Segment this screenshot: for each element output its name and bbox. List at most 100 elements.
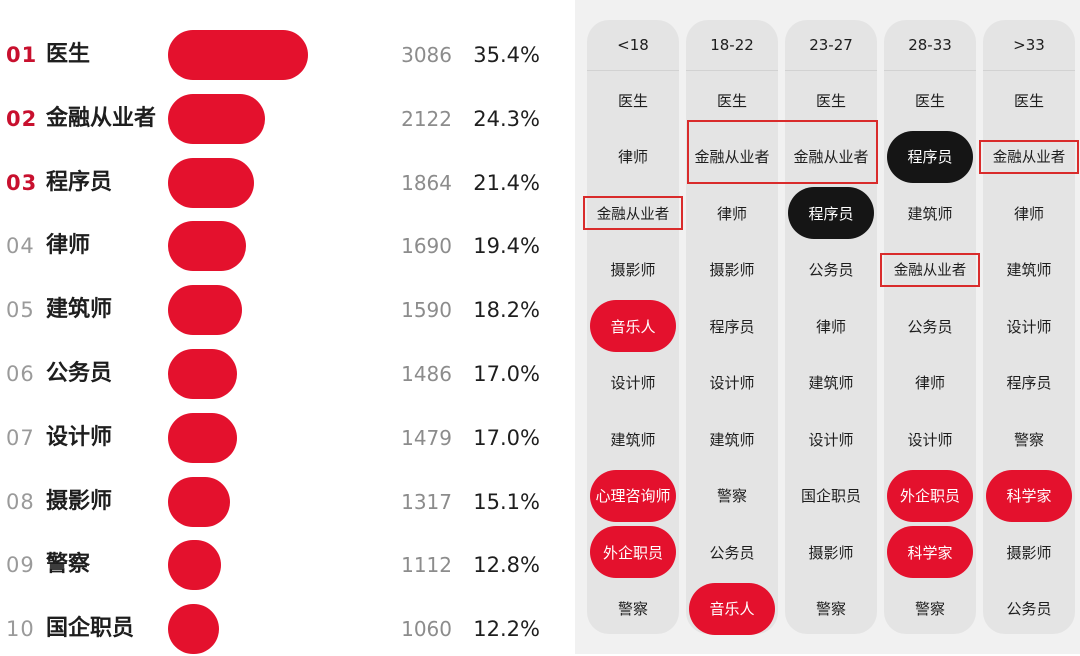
rank-row-04: 04 律师 1690 19.4% <box>0 219 575 273</box>
occupation-chip: 外企职员 <box>590 526 676 578</box>
rank-number: 01 <box>6 43 38 67</box>
occupation-chip: 设计师 <box>1006 317 1052 336</box>
count-label: 3086 <box>401 43 452 67</box>
highlight-box-finance-18-27 <box>687 120 878 184</box>
rank-number: 08 <box>6 489 35 514</box>
occupation-chip: 音乐人 <box>689 582 775 635</box>
occupation-chip: 建筑师 <box>907 204 953 223</box>
bar-07 <box>168 412 238 463</box>
occupation-chip: 建筑师 <box>808 374 854 392</box>
occupation-chip: 律师 <box>716 204 747 223</box>
occupation-chip: 金融从业者 <box>694 148 770 166</box>
rank-number: 07 <box>6 425 35 450</box>
rank-number: 10 <box>6 617 35 642</box>
count-label: 2122 <box>401 106 452 131</box>
age-column-1: 18-22 医生 金融从业者 律师 摄影师 程序员 设计师 建筑师 警察 公务员 音乐人 <box>686 20 778 635</box>
occupation-chip: 外企职员 <box>887 469 973 522</box>
occupation-label: 金融从业者 <box>46 105 157 131</box>
occupation-chip: 心理咨询师 <box>590 469 676 522</box>
occupation-chip: 音乐人 <box>590 300 676 352</box>
percent-label: 17.0% <box>473 425 540 450</box>
occupation-chip: 科学家 <box>986 469 1072 522</box>
age-column-0: <18 医生 律师 金融从业者 摄影师 音乐人 设计师 建筑师 心理咨询师 外企职员 警察 <box>583 20 683 634</box>
rank-number: 09 <box>6 553 35 578</box>
occupation-ranking-chart: 01 医生 3086 35.4% 02 金融从业者 2122 24.3% 03 程序员 1864 21… <box>0 28 575 656</box>
occupation-label: 国企职员 <box>46 616 135 642</box>
occupation-chip: 摄影师 <box>610 261 656 279</box>
count-label: 1479 <box>401 425 452 450</box>
count-label: 1690 <box>401 234 452 259</box>
count-label: 1060 <box>401 617 452 642</box>
occupation-chip: 设计师 <box>907 430 953 449</box>
occupation-chip: 公务员 <box>808 261 854 279</box>
occupation-chip: 律师 <box>617 148 648 166</box>
count-label: 1590 <box>401 298 452 323</box>
rank-number: 03 <box>6 170 38 195</box>
occupation-chip: 设计师 <box>709 374 755 392</box>
bar-04 <box>168 221 247 272</box>
occupation-chip: 摄影师 <box>1006 543 1052 562</box>
occupation-chip: 公务员 <box>907 317 953 336</box>
rank-row-05: 05 建筑师 1590 18.2% <box>0 283 575 337</box>
percent-label: 24.3% <box>473 106 540 131</box>
occupation-chip: 设计师 <box>610 374 656 392</box>
occupation-chip: 程序员 <box>709 317 755 336</box>
occupation-chip: 律师 <box>914 374 945 392</box>
age-column-header: 18-22 <box>686 20 778 71</box>
count-label: 1486 <box>401 362 452 386</box>
count-label: 1112 <box>401 553 452 578</box>
occupation-chip: 警察 <box>617 600 648 618</box>
bar-08 <box>168 476 230 527</box>
age-column-header: 23-27 <box>785 20 877 71</box>
bar-02 <box>168 93 266 144</box>
occupation-label: 公务员 <box>46 361 113 386</box>
occupation-label: 医生 <box>46 42 91 67</box>
bar-01 <box>168 30 308 80</box>
occupation-chip: 建筑师 <box>1006 261 1052 279</box>
occupation-chip: 国企职员 <box>800 487 861 505</box>
occupation-chip: 律师 <box>815 317 846 336</box>
age-column-2: 23-27 医生 金融从业者 程序员 公务员 律师 建筑师 设计师 国企职员 摄影师 警察 <box>785 20 877 634</box>
bar-06 <box>168 349 238 399</box>
rank-row-10: 10 国企职员 1060 12.2% <box>0 602 575 656</box>
rank-row-01: 01 医生 3086 35.4% <box>0 28 575 82</box>
age-column-header: <18 <box>587 20 679 71</box>
rank-number: 02 <box>6 106 38 131</box>
bar-09 <box>168 540 221 591</box>
percent-label: 12.2% <box>473 617 540 642</box>
occupation-chip: 金融从业者 <box>979 139 1079 174</box>
percent-label: 17.0% <box>473 362 540 386</box>
percent-label: 18.2% <box>473 298 540 323</box>
occupation-chip: 金融从业者 <box>583 196 683 230</box>
occupation-chip: 设计师 <box>808 430 854 449</box>
rank-row-09: 09 警察 1112 12.8% <box>0 538 575 592</box>
occupation-chip: 医生 <box>914 91 945 110</box>
age-column-4: >33 医生 金融从业者 律师 建筑师 设计师 程序员 警察 科学家 摄影师 公务员 <box>979 20 1079 634</box>
rank-number: 05 <box>6 298 35 323</box>
age-column-header: >33 <box>983 20 1075 71</box>
occupation-chip: 金融从业者 <box>793 148 869 166</box>
occupation-chip: 金融从业者 <box>880 252 980 287</box>
occupation-chip: 程序员 <box>1006 374 1052 392</box>
occupation-label: 警察 <box>46 552 91 578</box>
percent-label: 21.4% <box>473 170 540 195</box>
occupation-chip: 科学家 <box>887 526 973 578</box>
rank-number: 04 <box>6 234 35 259</box>
occupation-chip: 警察 <box>914 600 945 618</box>
occupation-chip: 建筑师 <box>709 430 755 449</box>
occupation-chip: 摄影师 <box>709 261 755 279</box>
occupation-chip: 程序员 <box>887 130 973 183</box>
occupation-chip: 警察 <box>716 487 747 505</box>
occupation-chip: 摄影师 <box>808 543 854 562</box>
age-column-3: 28-33 医生 程序员 建筑师 金融从业者 公务员 律师 设计师 外企职员 科学家 警察 <box>880 20 980 634</box>
rank-row-06: 06 公务员 1486 17.0% <box>0 347 575 401</box>
count-label: 1864 <box>401 170 452 195</box>
count-label: 1317 <box>401 489 452 514</box>
bar-10 <box>168 604 219 655</box>
rank-row-03: 03 程序员 1864 21.4% <box>0 156 575 210</box>
occupation-chip: 程序员 <box>788 187 874 239</box>
rank-number: 06 <box>6 362 35 386</box>
occupation-label: 建筑师 <box>46 297 113 323</box>
occupation-label: 律师 <box>46 233 91 259</box>
percent-label: 15.1% <box>473 489 540 514</box>
